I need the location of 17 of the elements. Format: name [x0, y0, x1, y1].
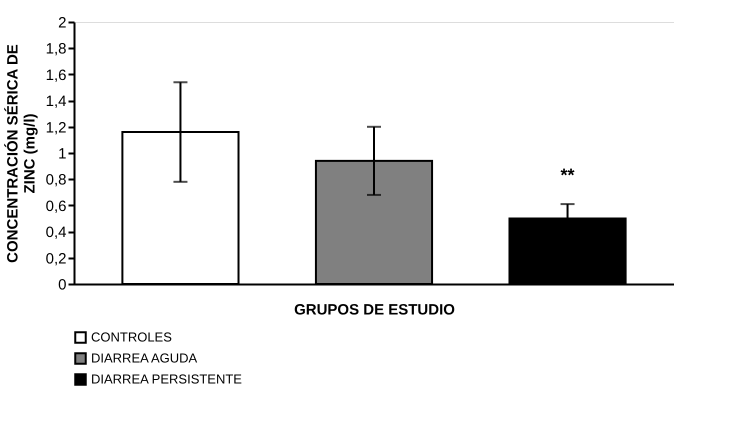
y-tick-label: 1	[58, 146, 66, 162]
y-tick-label: 2	[58, 14, 66, 32]
y-tick-label: 1,8	[46, 40, 66, 58]
y-tick-label: 0	[58, 276, 66, 294]
y-tick-label: 1,6	[46, 66, 66, 84]
y-tick-label: 0,2	[46, 250, 66, 268]
y-tick-label: 0,8	[46, 172, 66, 189]
legend-label: DIARREA PERSISTENTE	[91, 372, 242, 386]
y-axis-title: CONCENTRACIÓN SÉRICA DE ZINC (mg/l)	[4, 44, 39, 263]
y-tick-label: 0,6	[46, 198, 66, 215]
y-tick-label: 0,4	[46, 224, 66, 242]
y-tick-label: 1,2	[46, 119, 66, 136]
legend-label: CONTROLES	[91, 330, 172, 344]
legend-label: DIARREA AGUDA	[91, 350, 198, 366]
x-axis-title: GRUPOS DE ESTUDIO	[294, 302, 456, 318]
annotation: **	[560, 165, 575, 186]
y-tick-label: 1,4	[46, 93, 66, 110]
